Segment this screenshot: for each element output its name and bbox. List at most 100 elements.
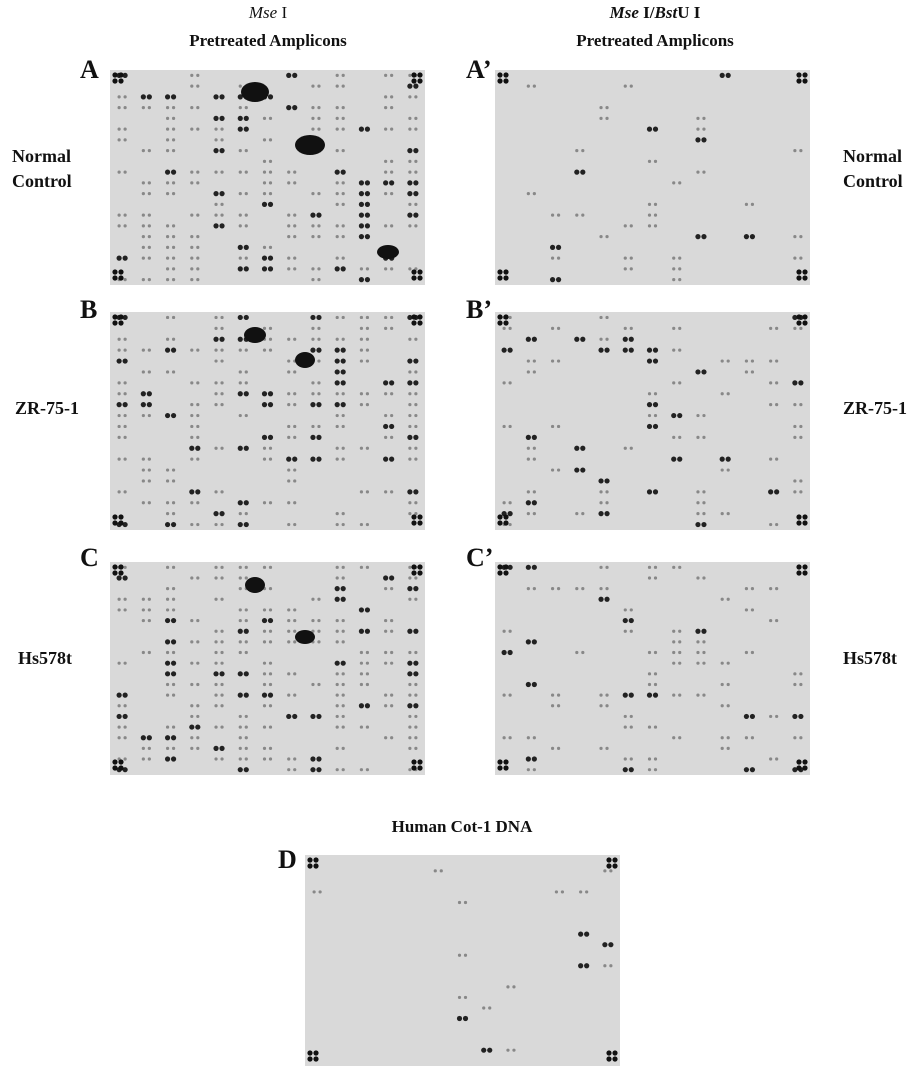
spot xyxy=(408,576,412,580)
spot xyxy=(414,170,418,174)
spot xyxy=(220,640,224,644)
spot xyxy=(171,245,176,249)
corner-spot xyxy=(118,72,124,78)
spot xyxy=(672,256,676,260)
spot xyxy=(220,629,224,633)
spot xyxy=(525,681,531,688)
spot xyxy=(220,682,224,687)
spot xyxy=(598,511,604,517)
spot xyxy=(171,224,176,228)
spot xyxy=(170,412,177,419)
spot xyxy=(164,521,171,528)
spot xyxy=(286,713,292,720)
spot xyxy=(390,661,394,665)
spot xyxy=(341,116,345,120)
spot xyxy=(678,435,682,439)
spot xyxy=(413,180,419,186)
spot xyxy=(189,724,195,730)
spot xyxy=(141,757,145,761)
spot xyxy=(358,234,365,240)
corner-spot xyxy=(612,1050,618,1056)
spot xyxy=(652,402,659,408)
title-part: Mse xyxy=(609,3,640,22)
spot xyxy=(335,746,339,750)
spot xyxy=(390,704,394,708)
spot xyxy=(532,768,536,772)
spot xyxy=(165,138,170,142)
column-title: Mse I/BstU I xyxy=(609,3,701,22)
spot xyxy=(775,714,779,719)
spot xyxy=(672,267,676,271)
spot xyxy=(599,235,603,239)
column-subtitle: Pretreated Amplicons xyxy=(189,31,347,50)
spot xyxy=(316,212,322,218)
spot xyxy=(311,618,315,623)
spot xyxy=(214,693,218,697)
spot xyxy=(769,587,773,591)
spot xyxy=(214,682,218,687)
spot xyxy=(605,235,609,239)
spot xyxy=(481,1047,487,1053)
spot xyxy=(311,381,315,385)
spot xyxy=(214,315,218,320)
spot xyxy=(581,587,585,591)
corner-spot xyxy=(796,314,802,320)
spot xyxy=(672,661,676,665)
spot xyxy=(793,479,797,483)
spot xyxy=(262,457,267,461)
spot xyxy=(261,692,268,698)
spot xyxy=(408,337,412,341)
spot xyxy=(720,468,724,472)
spot xyxy=(262,704,267,708)
spot xyxy=(335,768,339,772)
spot xyxy=(365,359,370,363)
spot xyxy=(647,213,652,217)
spot xyxy=(220,597,224,601)
corner-spot xyxy=(118,320,124,326)
spot xyxy=(171,468,176,472)
spot xyxy=(214,522,218,527)
spot xyxy=(341,224,345,228)
spot xyxy=(117,224,121,228)
spot xyxy=(140,94,146,100)
spot xyxy=(237,445,243,451)
spot xyxy=(408,413,412,418)
spot xyxy=(390,490,394,494)
spot xyxy=(793,435,797,439)
corner-spot xyxy=(497,570,503,576)
spot xyxy=(243,126,249,132)
corner-spot xyxy=(802,570,808,576)
spot xyxy=(550,746,555,750)
spot xyxy=(165,106,170,110)
spot xyxy=(196,640,200,644)
spot xyxy=(720,359,724,363)
spot xyxy=(287,256,291,260)
spot xyxy=(414,714,418,719)
spot xyxy=(359,337,364,341)
spot xyxy=(117,138,121,142)
spot xyxy=(293,424,297,429)
blob xyxy=(295,352,315,368)
spot xyxy=(384,661,388,665)
spot xyxy=(407,148,413,154)
spot xyxy=(653,159,658,163)
spot xyxy=(696,490,700,494)
spot xyxy=(261,255,268,261)
spot xyxy=(190,682,194,687)
spot xyxy=(335,224,339,228)
spot xyxy=(408,370,412,374)
spot xyxy=(213,115,219,121)
spot xyxy=(575,587,579,591)
spot xyxy=(262,326,267,330)
spot xyxy=(268,608,273,612)
spot xyxy=(629,757,633,761)
spot xyxy=(317,381,321,385)
spot xyxy=(287,672,291,676)
spot xyxy=(123,661,127,665)
spot xyxy=(604,347,610,353)
spot xyxy=(171,235,176,239)
spot xyxy=(316,347,322,353)
spot xyxy=(696,576,700,580)
spot xyxy=(413,660,419,666)
spot xyxy=(170,94,177,100)
